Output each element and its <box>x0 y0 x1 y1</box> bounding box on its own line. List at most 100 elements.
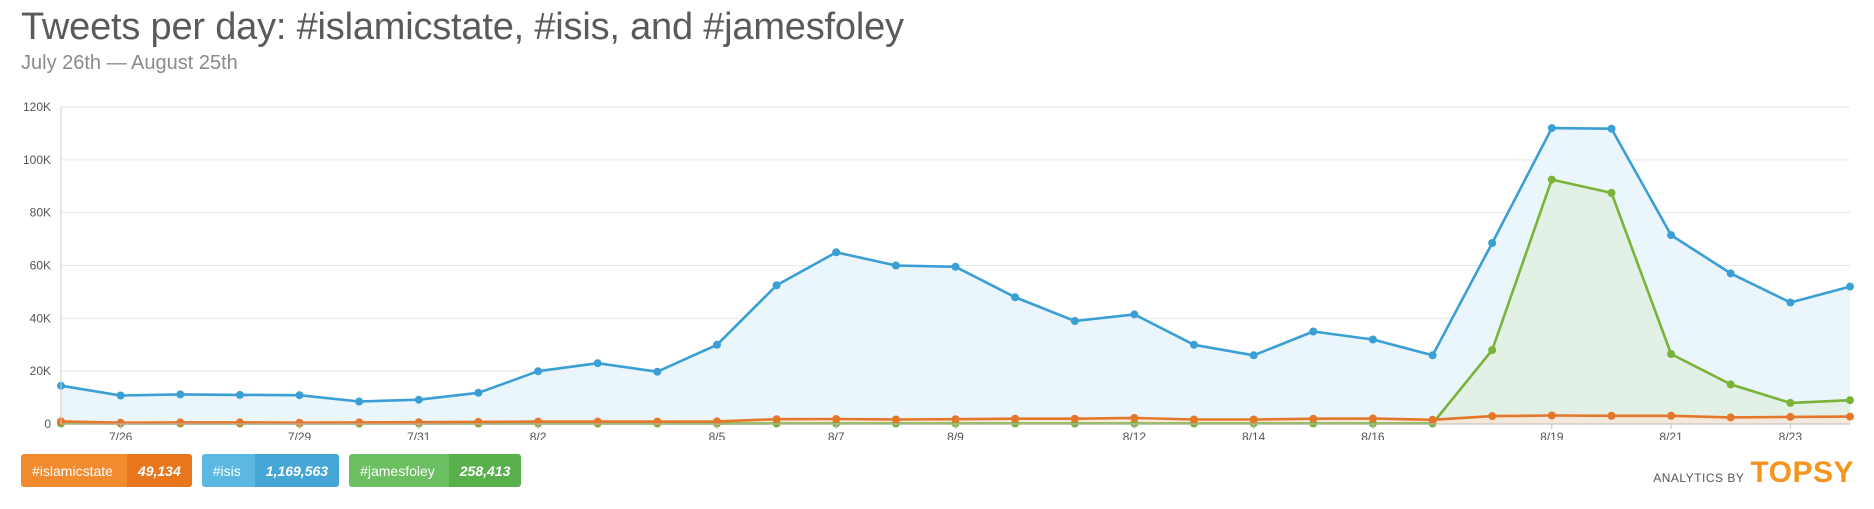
legend-count-jamesfoley: 258,413 <box>448 454 522 487</box>
point-isis <box>1249 351 1258 360</box>
point-islamicstate <box>772 415 781 424</box>
chart-subtitle: July 26th — August 25th <box>21 52 238 74</box>
point-islamicstate <box>295 418 304 427</box>
point-isis <box>891 261 900 270</box>
point-isis <box>1070 317 1079 325</box>
attribution-label: ANALYTICS BY <box>1653 471 1745 485</box>
point-isis <box>653 367 662 376</box>
point-islamicstate <box>1130 413 1139 422</box>
point-isis <box>713 340 721 349</box>
point-isis <box>1667 231 1676 240</box>
legend-name-isis: #isis <box>201 454 255 487</box>
point-islamicstate <box>1488 412 1497 421</box>
point-jamesfoley <box>1786 398 1795 407</box>
point-isis <box>772 281 781 290</box>
point-islamicstate <box>832 415 841 423</box>
y-tick-label: 80K <box>30 206 51 220</box>
x-tick-label: 8/23 <box>1779 430 1803 440</box>
point-islamicstate <box>1309 414 1318 423</box>
point-islamicstate <box>1249 415 1258 424</box>
point-isis <box>176 390 185 399</box>
legend-name-islamicstate: #islamicstate <box>21 454 127 487</box>
x-tick-label: 8/21 <box>1659 430 1683 440</box>
x-tick-label: 7/31 <box>407 430 431 440</box>
x-tick-label: 8/7 <box>828 430 845 440</box>
point-isis <box>1488 239 1497 247</box>
point-isis <box>1428 351 1437 360</box>
area-jamesfoley <box>61 179 1850 424</box>
point-jamesfoley <box>1607 188 1616 197</box>
point-isis <box>832 248 841 257</box>
point-islamicstate <box>1547 411 1556 420</box>
x-tick-label: 8/5 <box>709 430 726 440</box>
point-jamesfoley <box>1846 396 1854 405</box>
point-islamicstate <box>1190 415 1198 424</box>
point-islamicstate <box>1070 414 1079 423</box>
x-tick-label: 8/9 <box>947 430 964 440</box>
legend-count-islamicstate: 49,134 <box>126 454 192 487</box>
point-islamicstate <box>176 418 185 427</box>
point-islamicstate <box>891 415 900 424</box>
y-tick-label: 120K <box>23 100 51 114</box>
point-jamesfoley <box>1726 380 1735 389</box>
axes: 0 20K 40K 60K 80K 100K 120K 7/26 7/29 7/31 8/2 8/5 8… <box>23 100 1850 440</box>
point-isis <box>1607 124 1616 133</box>
legend-name-jamesfoley: #jamesfoley <box>349 454 449 487</box>
legend: #islamicstate 49,134 #isis 1,169,563 #ja… <box>21 454 522 487</box>
point-islamicstate <box>1011 414 1020 423</box>
topsy-logo[interactable]: TOPSY <box>1750 456 1854 489</box>
point-isis <box>1786 298 1795 307</box>
point-jamesfoley <box>1488 346 1497 354</box>
y-tick-label: 0 <box>44 417 51 431</box>
y-tick-label: 60K <box>30 259 51 273</box>
point-isis <box>1726 269 1735 278</box>
point-isis <box>1190 340 1198 349</box>
legend-count-isis: 1,169,563 <box>254 454 340 487</box>
point-islamicstate <box>1846 412 1854 421</box>
point-islamicstate <box>951 415 960 424</box>
y-tick-label: 40K <box>30 311 51 325</box>
point-jamesfoley <box>1667 350 1676 358</box>
point-isis <box>534 367 543 376</box>
x-tick-label: 7/29 <box>288 430 312 440</box>
x-tick-label: 8/16 <box>1361 430 1385 440</box>
legend-chip-islamicstate[interactable]: #islamicstate 49,134 <box>21 454 192 487</box>
point-isis <box>1130 310 1139 319</box>
point-islamicstate <box>235 418 244 427</box>
chart-title: Tweets per day: #islamicstate, #isis, an… <box>21 6 904 48</box>
point-isis <box>1011 293 1020 302</box>
x-tick-label: 8/19 <box>1540 430 1564 440</box>
point-isis <box>593 359 602 368</box>
point-islamicstate <box>1726 413 1735 422</box>
legend-chip-jamesfoley[interactable]: #jamesfoley 258,413 <box>349 454 522 487</box>
x-tick-label: 8/2 <box>530 430 547 440</box>
point-isis <box>1846 282 1854 291</box>
area-isis <box>61 128 1850 424</box>
point-islamicstate <box>1667 411 1676 420</box>
legend-chip-isis[interactable]: #isis 1,169,563 <box>201 454 340 487</box>
point-isis <box>116 391 125 400</box>
point-islamicstate <box>1368 414 1377 423</box>
y-tick-label: 20K <box>30 364 51 378</box>
point-islamicstate <box>1428 415 1437 424</box>
point-isis <box>474 388 483 397</box>
point-islamicstate <box>116 418 125 427</box>
point-jamesfoley <box>1547 175 1556 184</box>
attribution: ANALYTICS BY TOPSY <box>1653 456 1854 490</box>
x-tick-label: 7/26 <box>109 430 133 440</box>
point-isis <box>414 395 423 404</box>
tweets-chart: 0 20K 40K 60K 80K 100K 120K 7/26 7/29 7/31 8/2 8/5 8… <box>23 100 1854 440</box>
x-tick-label: 8/12 <box>1123 430 1147 440</box>
point-isis <box>235 390 244 399</box>
point-isis <box>295 391 304 400</box>
x-tick-label: 8/14 <box>1242 430 1266 440</box>
point-isis <box>1309 327 1318 336</box>
series-areas <box>61 128 1850 424</box>
point-islamicstate <box>1786 412 1795 421</box>
point-isis <box>1547 124 1556 133</box>
y-tick-label: 100K <box>23 153 51 167</box>
point-islamicstate <box>355 418 364 427</box>
point-islamicstate <box>1607 411 1616 420</box>
point-isis <box>355 397 364 406</box>
point-islamicstate <box>713 417 721 426</box>
